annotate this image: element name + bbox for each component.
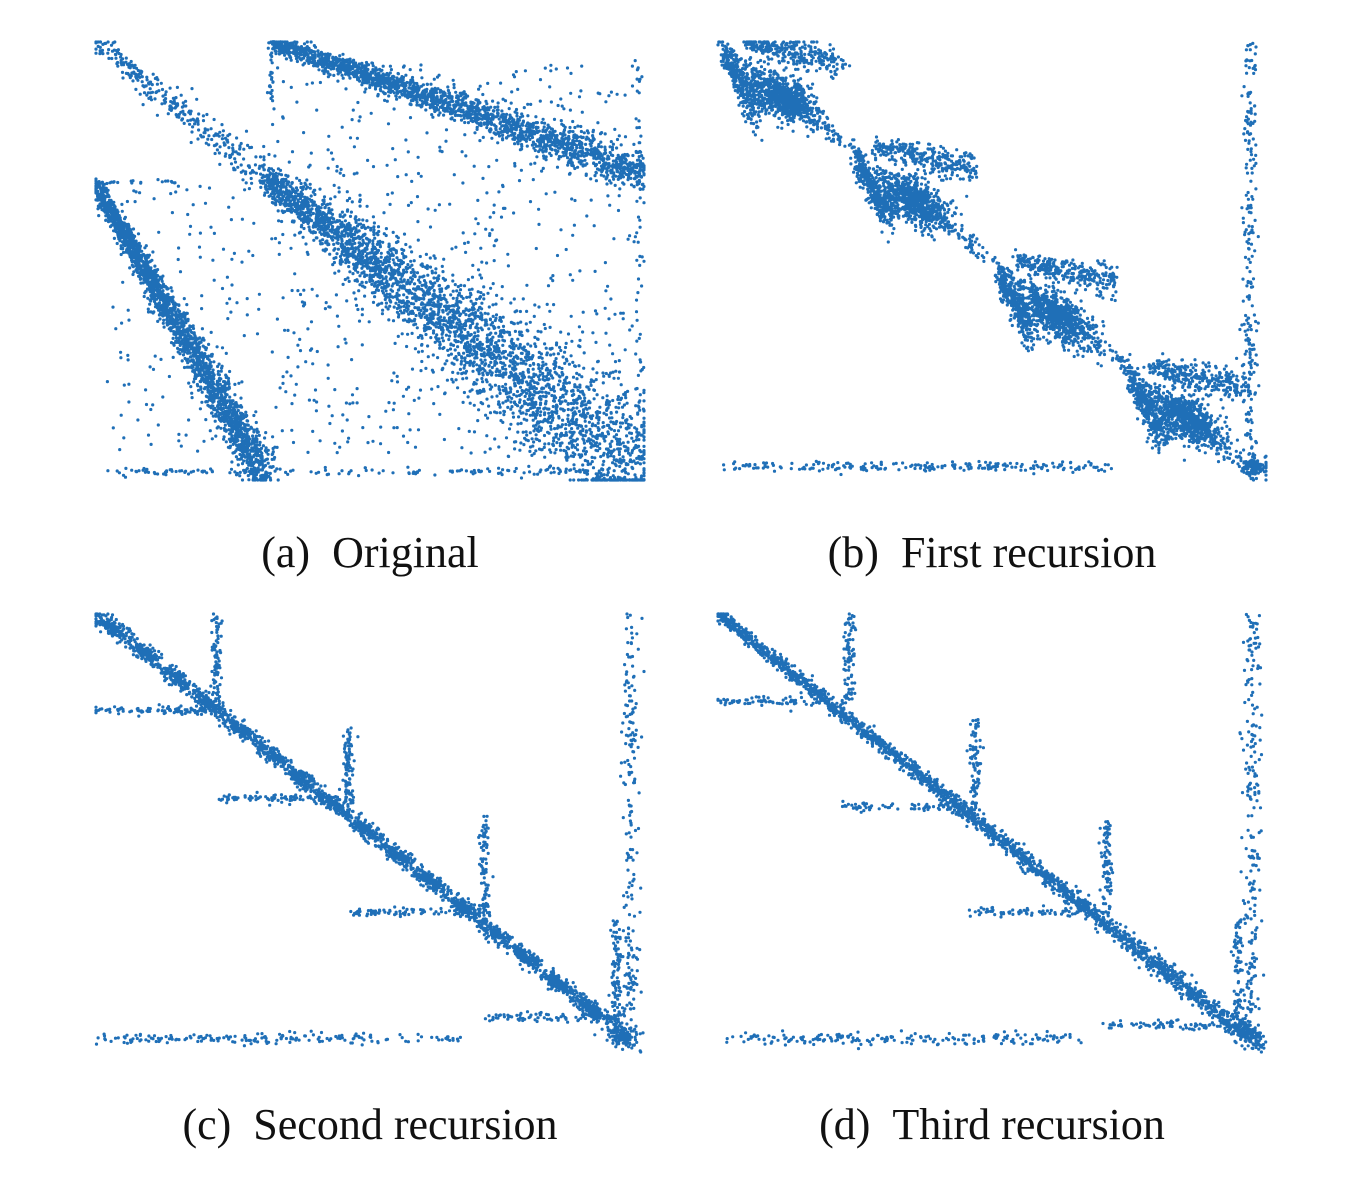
scatter-points [716,612,1268,1054]
panel-first-recursion: (b) First recursion [712,36,1272,575]
panel-third-recursion: (d) Third recursion [712,608,1272,1147]
points-layer [94,612,646,1054]
scatter-points [716,40,1268,482]
points-layer [94,40,646,482]
scatter-plot-original [94,40,646,482]
caption-second-recursion: (c) Second recursion [90,1103,650,1147]
scatter-points [94,40,646,482]
caption-original: (a) Original [90,531,650,575]
caption-tag: (a) [261,528,311,577]
caption-label: Original [332,528,479,577]
caption-third-recursion: (d) Third recursion [712,1103,1272,1147]
panel-original: (a) Original [90,36,650,575]
points-layer [716,612,1268,1054]
caption-tag: (d) [819,1100,871,1149]
scatter-points [94,612,646,1054]
caption-label: First recursion [900,528,1157,577]
caption-label: Second recursion [253,1100,558,1149]
caption-first-recursion: (b) First recursion [712,531,1272,575]
panel-second-recursion: (c) Second recursion [90,608,650,1147]
caption-label: Third recursion [892,1100,1165,1149]
caption-tag: (c) [182,1100,232,1149]
scatter-plot-third-recursion [716,612,1268,1054]
points-layer [716,40,1268,482]
scatter-plot-second-recursion [94,612,646,1054]
caption-tag: (b) [827,528,879,577]
scatter-plot-first-recursion [716,40,1268,482]
